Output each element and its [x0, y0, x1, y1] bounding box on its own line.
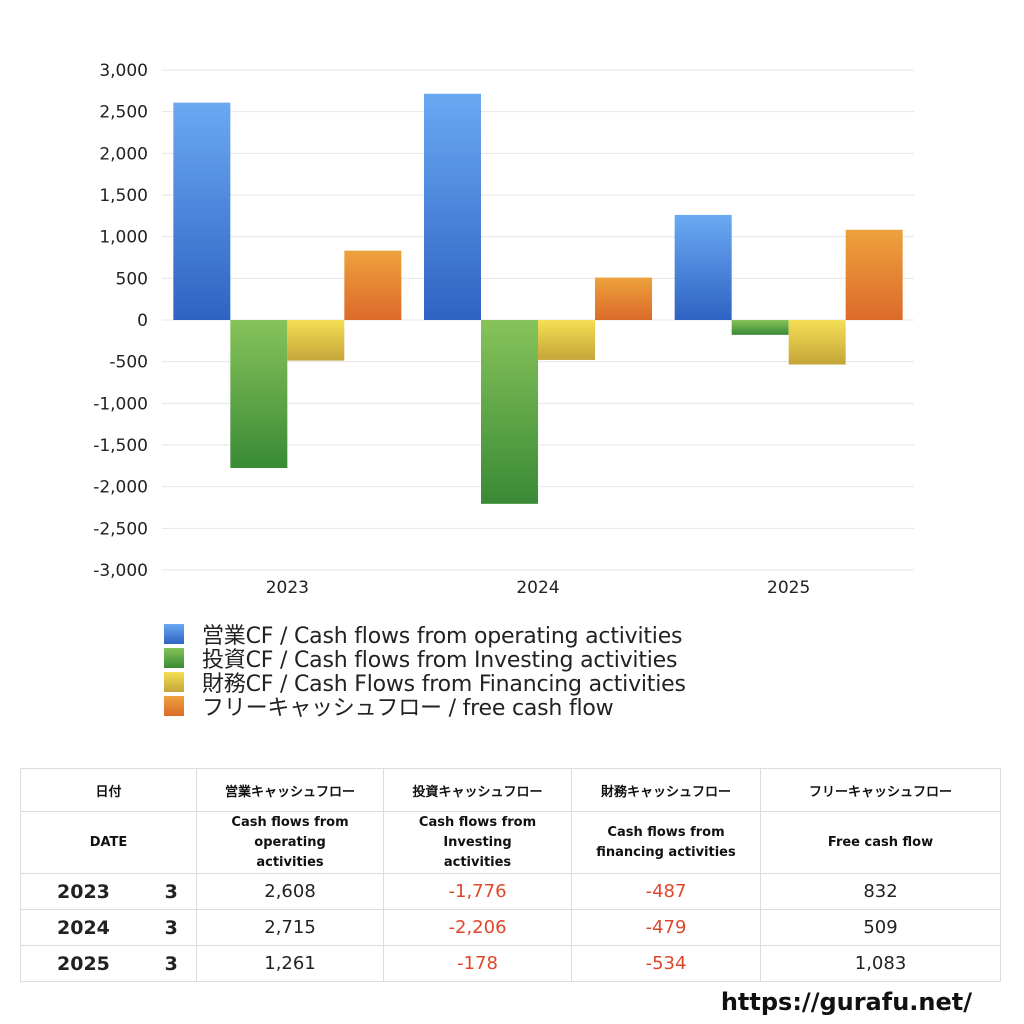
y-tick-label: 1,500 [99, 186, 148, 206]
bar-2025-series-3 [788, 320, 846, 365]
header-financing-ja: 財務キャッシュフロー [571, 768, 762, 812]
bar-2024-series-2 [481, 320, 538, 504]
header-operating-en: Cash flows from operating activities [196, 811, 385, 874]
y-tick-label: -1,000 [93, 394, 148, 414]
site-url-link[interactable]: https://gurafu.net/ [720, 988, 972, 1016]
cell-free-cash-flow: 1,083 [760, 945, 1002, 982]
cell-investing: -2,206 [383, 909, 573, 946]
legend-swatch-operating [164, 624, 184, 644]
y-tick-label: 1,000 [99, 228, 148, 248]
legend-label-financing: 財務CF / Cash Flows from Financing activit… [202, 672, 686, 697]
y-tick-label: -500 [109, 353, 148, 373]
legend-item-operating: 営業CF / Cash flows from operating activit… [164, 622, 686, 649]
row-month: 3 [146, 873, 198, 910]
chart-bars [173, 93, 903, 504]
cell-operating: 1,261 [196, 945, 385, 982]
y-tick-label: -2,000 [93, 478, 148, 498]
y-tick-label: 2,500 [99, 103, 148, 123]
header-date-ja: 日付 [19, 768, 198, 812]
header-investing-ja: 投資キャッシュフロー [383, 768, 573, 812]
bar-2025-series-1 [674, 214, 732, 320]
table-row: 2024 3 2,715 -2,206 -479 509 [20, 909, 1002, 946]
table-row: 2023 3 2,608 -1,776 -487 832 [20, 873, 1002, 910]
legend-label-free-cash-flow: フリーキャッシュフロー / free cash flow [202, 696, 614, 721]
x-axis-tick-labels: 2023 2024 2025 [266, 578, 811, 598]
y-axis-tick-labels: 3,000 2,500 2,000 1,500 1,000 500 0 -500 -1,000 -… [93, 61, 148, 581]
header-operating-en-text: Cash flows from operating activities [231, 814, 349, 870]
cell-investing: -178 [383, 945, 573, 982]
header-investing-en: Cash flows from Investing activities [383, 811, 573, 874]
header-operating-ja: 営業キャッシュフロー [196, 768, 385, 812]
y-tick-label: -2,500 [93, 519, 148, 539]
bar-2024-series-3 [538, 320, 595, 360]
bar-2023-series-1 [173, 102, 231, 321]
legend-label-investing: 投資CF / Cash flows from Investing activit… [202, 648, 678, 673]
legend-swatch-investing [164, 648, 184, 668]
table-row: 2025 3 1,261 -178 -534 1,083 [20, 945, 1002, 982]
y-tick-label: 3,000 [99, 61, 148, 81]
header-free-ja: フリーキャッシュフロー [760, 768, 1002, 812]
row-year: 2025 [20, 945, 147, 982]
legend-item-free-cash-flow: フリーキャッシュフロー / free cash flow [164, 694, 686, 721]
y-tick-label: -3,000 [93, 561, 148, 581]
row-year: 2023 [20, 873, 147, 910]
cell-free-cash-flow: 832 [760, 873, 1002, 910]
bar-2023-series-2 [230, 320, 288, 468]
y-tick-label: 500 [116, 269, 148, 289]
bar-2025-series-2 [731, 320, 789, 335]
row-month: 3 [146, 945, 198, 982]
y-tick-label: 2,000 [99, 144, 148, 164]
y-tick-label: -1,500 [93, 436, 148, 456]
cell-operating: 2,715 [196, 909, 385, 946]
cell-financing: -534 [571, 945, 762, 982]
legend-item-investing: 投資CF / Cash flows from Investing activit… [164, 646, 686, 673]
x-tick-label: 2025 [767, 578, 810, 598]
row-year: 2024 [20, 909, 147, 946]
cell-free-cash-flow: 509 [760, 909, 1002, 946]
cash-flow-table: 日付 営業キャッシュフロー 投資キャッシュフロー 財務キャッシュフロー フリーキ… [19, 768, 1002, 982]
x-tick-label: 2024 [516, 578, 559, 598]
table-header-row-en: DATE Cash flows from operating activitie… [19, 811, 1002, 874]
header-financing-en: Cash flows from financing activities [571, 811, 762, 874]
y-tick-label: 0 [137, 311, 148, 331]
bar-2024-series-4 [595, 277, 652, 320]
bar-2023-series-3 [287, 320, 345, 361]
cell-financing: -487 [571, 873, 762, 910]
cash-flow-bar-chart: 3,000 2,500 2,000 1,500 1,000 500 0 -500 -1,000 -… [93, 61, 914, 598]
header-investing-en-text: Cash flows from Investing activities [418, 814, 537, 870]
legend-item-financing: 財務CF / Cash Flows from Financing activit… [164, 670, 686, 697]
bar-2025-series-4 [845, 229, 903, 320]
bar-2023-series-4 [344, 250, 402, 320]
chart-gridlines [162, 69, 914, 571]
header-financing-en-text: Cash flows from financing activities [596, 824, 736, 860]
legend-label-operating: 営業CF / Cash flows from operating activit… [202, 624, 683, 649]
legend-swatch-financing [164, 672, 184, 692]
legend-swatch-free-cash-flow [164, 696, 184, 716]
header-date-en: DATE [19, 811, 198, 874]
row-month: 3 [146, 909, 198, 946]
header-free-en: Free cash flow [760, 811, 1002, 874]
cell-financing: -479 [571, 909, 762, 946]
x-tick-label: 2023 [266, 578, 309, 598]
cell-operating: 2,608 [196, 873, 385, 910]
table-header-row-ja: 日付 営業キャッシュフロー 投資キャッシュフロー 財務キャッシュフロー フリーキ… [19, 768, 1002, 812]
bar-2024-series-1 [424, 93, 481, 320]
chart-legend: 営業CF / Cash flows from operating activit… [164, 622, 686, 721]
cell-investing: -1,776 [383, 873, 573, 910]
